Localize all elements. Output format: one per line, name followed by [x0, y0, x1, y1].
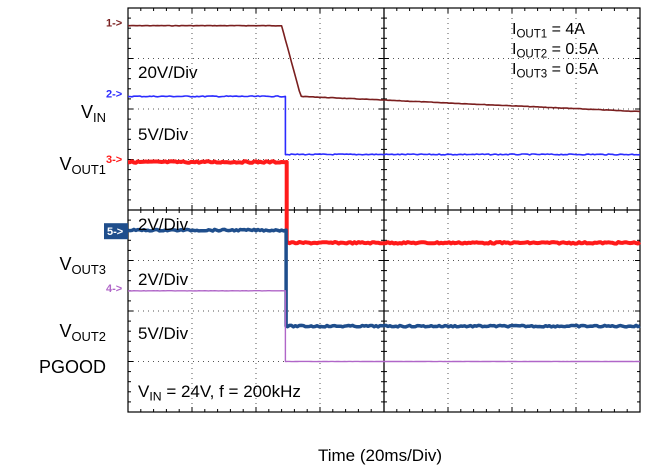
trace-ch1 [128, 24, 641, 113]
scale-ch5: 2V/Div [138, 270, 189, 289]
trace-ch5 [127, 227, 641, 329]
trace-ch2 [127, 95, 641, 156]
current-annotation: IOUT2 = 0.5A [512, 41, 599, 61]
channel-label-ch5: VOUT2 [59, 321, 106, 344]
marker-bg-ch5 [104, 223, 128, 240]
channel-label-ch2: VOUT1 [59, 154, 106, 177]
marker-ch3: 3-> [106, 154, 122, 166]
channel-label-ch3: VOUT3 [59, 254, 106, 277]
marker-ch2: 2-> [106, 88, 122, 100]
scale-ch2: 5V/Div [138, 125, 189, 144]
scale-ch3: 2V/Div [138, 215, 189, 234]
conditions-annotation: VIN = 24V, f = 200kHz [138, 382, 301, 404]
scale-ch1: 20V/Div [138, 63, 198, 82]
scale-ch4: 5V/Div [138, 324, 189, 343]
scope-traces [127, 24, 642, 363]
trace-ch4 [127, 290, 641, 363]
marker-ch1: 1-> [106, 18, 122, 30]
trace-ch3 [127, 159, 642, 246]
x-axis-label: Time (20ms/Div) [318, 446, 442, 465]
scope-grid [127, 7, 641, 413]
current-annotation: IOUT3 = 0.5A [512, 61, 599, 81]
marker-ch4: 4-> [106, 283, 122, 295]
channel-label-ch1: VIN [81, 102, 106, 125]
current-annotation: IOUT1 = 4A [512, 21, 585, 41]
channel-label-ch4: PGOOD [39, 357, 106, 377]
scope-labels: VIN 1-> 20V/Div VOUT1 2-> 5V/Div VOUT3 3-> 2V/Di… [39, 18, 599, 404]
marker-ch5: 5-> [107, 226, 123, 238]
